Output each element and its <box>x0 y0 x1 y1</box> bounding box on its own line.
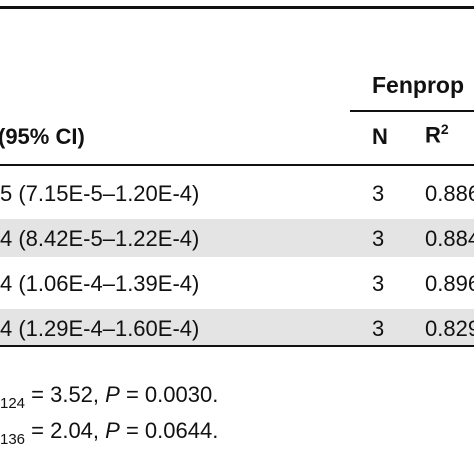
r2-base: R <box>425 122 441 148</box>
group-header-rule <box>350 110 474 112</box>
footnote-2: 136 = 2.04, P = 0.0644. <box>0 418 219 448</box>
r2-superscript: 2 <box>440 121 449 137</box>
cell-r2: 0.829 <box>425 316 474 341</box>
footnote-1-subscript: 124 <box>0 395 26 412</box>
footnote-2-subscript: 136 <box>0 431 26 448</box>
cell-ci: 4 (1.06E-4–1.39E-4) <box>0 271 200 296</box>
footnote-1-value: = 0.0030. <box>119 382 219 407</box>
footnote-2-p: P <box>105 418 120 443</box>
cell-n: 3 <box>372 181 385 206</box>
table-row-band <box>0 309 474 347</box>
cell-r2: 0.896 <box>425 271 474 296</box>
footnote-1-p: P <box>105 382 120 407</box>
column-header-r2: R2 <box>425 122 449 146</box>
table-bottom-rule <box>0 345 474 347</box>
footnote-1-text: = 3.52, <box>25 382 106 407</box>
header-rule <box>0 164 474 166</box>
cell-r2: 0.884 <box>425 226 474 251</box>
footnote-2-value: = 0.0644. <box>119 418 219 443</box>
column-header-n: N <box>372 124 388 149</box>
cell-ci: 4 (1.29E-4–1.60E-4) <box>0 316 200 341</box>
cell-r2: 0.886 <box>425 181 474 206</box>
table-top-rule <box>0 6 474 9</box>
cell-n: 3 <box>372 316 385 341</box>
cell-n: 3 <box>372 271 385 296</box>
group-header: Fenprop <box>372 72 464 98</box>
footnote-1: 124 = 3.52, P = 0.0030. <box>0 382 219 412</box>
column-header-ci: (95% CI) <box>0 124 85 149</box>
cell-n: 3 <box>372 226 385 251</box>
cell-ci: 4 (8.42E-5–1.22E-4) <box>0 226 200 251</box>
table-row-band <box>0 219 474 257</box>
footnote-2-text: = 2.04, <box>25 418 106 443</box>
cell-ci: 5 (7.15E-5–1.20E-4) <box>0 181 200 206</box>
